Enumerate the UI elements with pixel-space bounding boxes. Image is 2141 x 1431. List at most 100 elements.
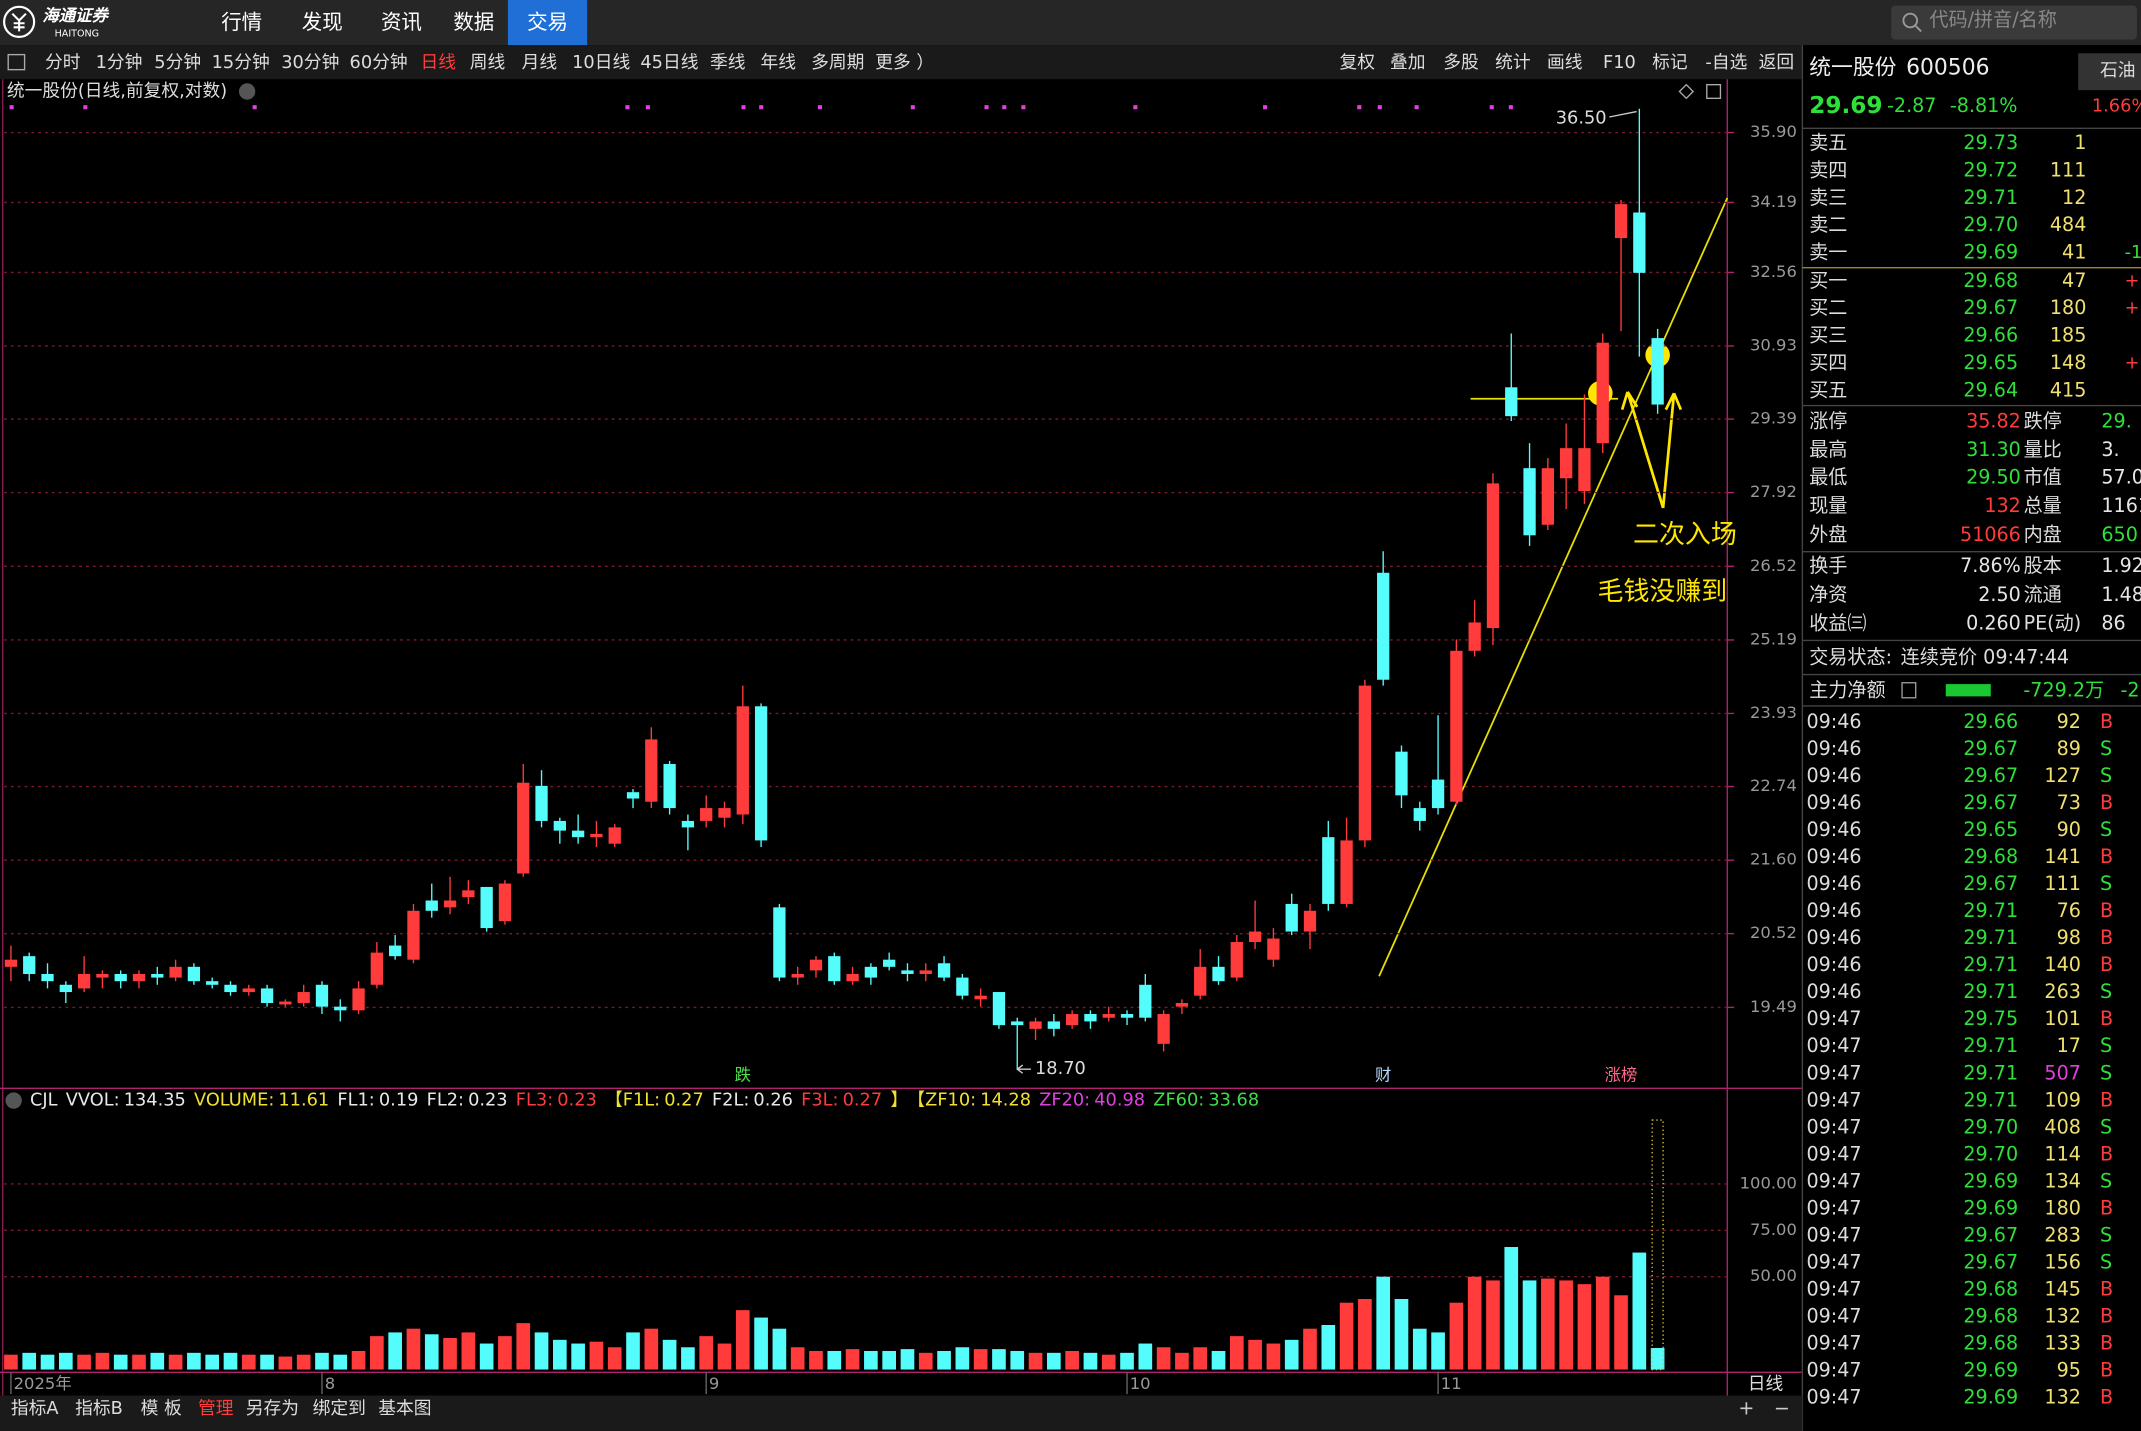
tab[interactable]: 模 板 bbox=[141, 1398, 182, 1419]
tab[interactable]: 另存为 bbox=[246, 1398, 299, 1419]
book-label: 买四 bbox=[1809, 351, 1847, 374]
tool-button[interactable]: 复权 bbox=[1339, 52, 1375, 73]
indicator-value: 14.28 bbox=[980, 1091, 1031, 1111]
sector-tab[interactable] bbox=[2078, 53, 2141, 91]
period-button[interactable]: 年线 bbox=[761, 52, 797, 73]
tool-button[interactable]: F10 bbox=[1603, 53, 1636, 73]
period-button[interactable]: 15分钟 bbox=[212, 52, 270, 73]
tick-time: 09:47 bbox=[1806, 1196, 1861, 1219]
candle-body bbox=[1596, 342, 1609, 444]
flow-extra: -2 bbox=[2121, 678, 2140, 701]
volume-bar bbox=[1010, 1350, 1025, 1370]
candle-body bbox=[132, 973, 146, 982]
tool-button[interactable]: 叠加 bbox=[1390, 52, 1426, 73]
volume-bar bbox=[955, 1347, 970, 1370]
menu-item[interactable]: 资讯 bbox=[381, 10, 422, 34]
indicator-name: FL2: bbox=[427, 1091, 464, 1111]
tab[interactable]: 指标A bbox=[11, 1398, 59, 1419]
tick-price: 29.70 bbox=[1963, 1142, 2018, 1165]
tool-button[interactable]: 标记 bbox=[1652, 52, 1688, 73]
tool-button[interactable]: 返回 bbox=[1759, 52, 1795, 73]
tick-time: 09:47 bbox=[1806, 1224, 1861, 1247]
tick-volume: 134 bbox=[2044, 1169, 2080, 1192]
y-tick-label: 34.19 bbox=[1750, 192, 1797, 211]
y-tick-label: 29.39 bbox=[1750, 409, 1797, 428]
period-button[interactable]: 更多 ） bbox=[875, 52, 934, 73]
volume-bar bbox=[260, 1354, 274, 1370]
search-box[interactable] bbox=[1891, 5, 2137, 40]
period-button[interactable]: 10日线 bbox=[572, 52, 630, 73]
volume-bar bbox=[424, 1334, 439, 1370]
candle-body bbox=[901, 970, 914, 974]
title-dropdown[interactable] bbox=[238, 83, 256, 100]
period-button[interactable]: 多周期 bbox=[811, 52, 864, 73]
tab[interactable]: 管理 bbox=[198, 1398, 234, 1419]
menu-item[interactable]: 交易 bbox=[527, 10, 568, 34]
candle-body bbox=[1541, 468, 1554, 525]
tick-volume: 114 bbox=[2044, 1142, 2080, 1165]
period-button[interactable]: 月线 bbox=[522, 52, 558, 73]
tick-side: S bbox=[2100, 737, 2112, 760]
period-button[interactable]: 1分钟 bbox=[96, 52, 143, 73]
tool-button[interactable]: 画线 bbox=[1547, 52, 1583, 73]
flow-icon bbox=[1901, 682, 1917, 699]
tool-button[interactable]: -自选 bbox=[1705, 52, 1747, 73]
indicator-value: 0.19 bbox=[379, 1091, 419, 1111]
y-tick-label: 75.00 bbox=[1750, 1220, 1797, 1239]
tab[interactable]: 基本图 bbox=[378, 1398, 431, 1419]
zoom-in[interactable]: + bbox=[1738, 1397, 1754, 1420]
tool-button[interactable]: 统计 bbox=[1495, 52, 1531, 73]
period-button[interactable]: 60分钟 bbox=[350, 52, 408, 73]
volume-bar bbox=[187, 1352, 201, 1370]
tick-time: 09:46 bbox=[1806, 710, 1861, 733]
toolbar-icon[interactable] bbox=[7, 53, 26, 71]
logo-mark bbox=[11, 12, 27, 32]
tick-time: 09:47 bbox=[1806, 1332, 1861, 1355]
tab[interactable]: 绑定到 bbox=[313, 1398, 366, 1419]
volume-bar bbox=[809, 1350, 823, 1370]
volume-bar bbox=[40, 1354, 55, 1370]
tick-time: 09:47 bbox=[1806, 1061, 1861, 1084]
period-button[interactable]: 季线 bbox=[710, 52, 746, 73]
period-button[interactable]: 30分钟 bbox=[281, 52, 339, 73]
chart-icon[interactable] bbox=[1706, 83, 1722, 100]
indicator-dropdown[interactable] bbox=[5, 1092, 22, 1109]
volume-bar bbox=[168, 1354, 183, 1370]
zoom-out[interactable]: − bbox=[1774, 1397, 1790, 1420]
menu-item[interactable]: 行情 bbox=[221, 10, 262, 34]
candle-body bbox=[919, 970, 932, 974]
brand: 海通证券 bbox=[42, 6, 109, 25]
period-button[interactable]: 周线 bbox=[470, 52, 506, 73]
candle-body bbox=[681, 820, 695, 828]
tick-time: 09:47 bbox=[1806, 1142, 1861, 1165]
tick-price: 29.68 bbox=[1963, 1278, 2018, 1301]
tick-price: 29.69 bbox=[1963, 1169, 2018, 1192]
indicator-value: 33.68 bbox=[1208, 1091, 1259, 1111]
y-tick-label: 20.52 bbox=[1750, 923, 1797, 942]
period-button[interactable]: 分时 bbox=[45, 52, 81, 73]
stat-label: 最高 bbox=[1809, 438, 1847, 461]
period-button[interactable]: 5分钟 bbox=[154, 52, 201, 73]
y-tick-label: 23.93 bbox=[1750, 703, 1797, 722]
tick-volume: 89 bbox=[2057, 737, 2081, 760]
chart-icon[interactable] bbox=[1678, 83, 1695, 100]
volume-bar bbox=[406, 1328, 421, 1370]
book-price: 29.70 bbox=[1963, 213, 2018, 236]
candle-body bbox=[1560, 448, 1573, 479]
y-tick-label: 32.56 bbox=[1750, 262, 1797, 281]
period-button[interactable]: 日线 bbox=[421, 52, 457, 73]
menu-item[interactable]: 数据 bbox=[453, 10, 494, 34]
menu-item[interactable]: 发现 bbox=[302, 10, 343, 34]
min-label: 18.70 bbox=[1035, 1059, 1086, 1079]
candle-body bbox=[297, 992, 310, 1003]
tab[interactable]: 指标B bbox=[75, 1398, 123, 1419]
period-button[interactable]: 45日线 bbox=[640, 52, 698, 73]
tick-volume: 133 bbox=[2044, 1332, 2080, 1355]
tool-button[interactable]: 多股 bbox=[1443, 52, 1479, 73]
candle-body bbox=[828, 956, 841, 982]
candle-body bbox=[773, 907, 786, 978]
candle-body bbox=[1377, 572, 1390, 680]
y-tick-label: 27.92 bbox=[1750, 482, 1797, 501]
